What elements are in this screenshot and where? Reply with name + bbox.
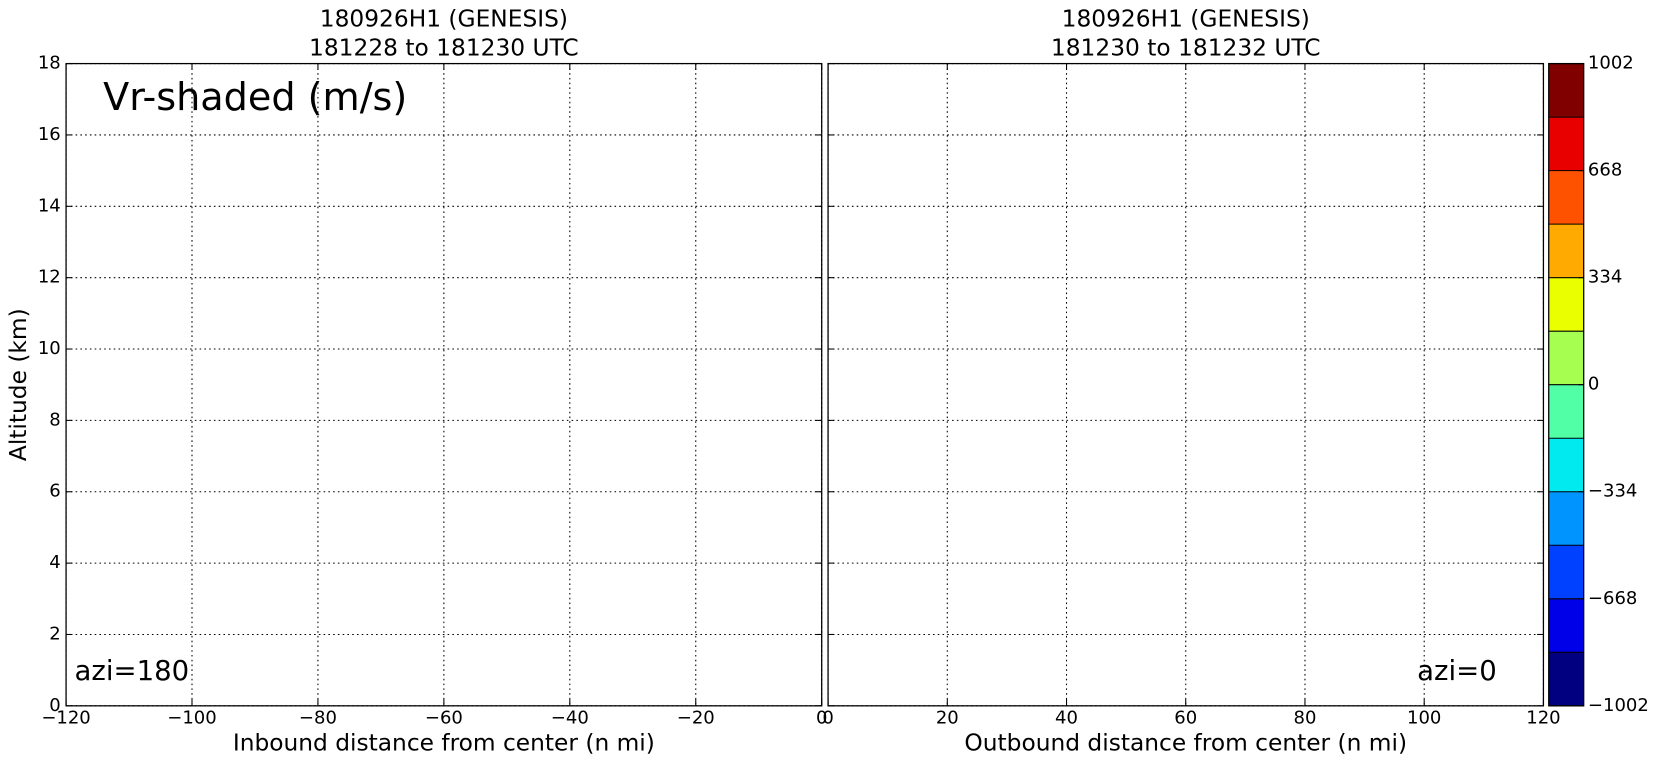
colorbar-tick-label: −1002 bbox=[1588, 695, 1649, 716]
x-tick-label: −120 bbox=[41, 708, 90, 729]
plot-frame bbox=[827, 62, 1545, 707]
chart-subtitle: 181228 to 181230 UTC bbox=[309, 34, 579, 61]
annotation: azi=180 bbox=[75, 655, 190, 687]
plot-frame bbox=[65, 62, 823, 707]
x-tick-label: −60 bbox=[425, 708, 463, 729]
colorbar-patch bbox=[1548, 224, 1584, 278]
x-axis-label: Outbound distance from center (n mi) bbox=[964, 729, 1407, 756]
colorbar-patch bbox=[1548, 170, 1584, 225]
annotation: azi=0 bbox=[1417, 655, 1497, 687]
x-tick-label: 0 bbox=[816, 708, 827, 729]
x-axis-label: Inbound distance from center (n mi) bbox=[233, 729, 655, 756]
x-tick-label: 60 bbox=[1174, 708, 1197, 729]
x-tick-label: 0 bbox=[822, 708, 833, 729]
x-tick-label: −40 bbox=[551, 708, 589, 729]
colorbar-patch bbox=[1548, 384, 1584, 439]
colorbar-patch bbox=[1548, 598, 1584, 653]
colorbar-patch bbox=[1548, 438, 1584, 492]
x-tick-label: 80 bbox=[1294, 708, 1317, 729]
y-tick-label: 4 bbox=[49, 552, 60, 573]
x-tick-label: −100 bbox=[167, 708, 216, 729]
x-tick-label: 120 bbox=[1526, 708, 1560, 729]
annotation: Vr-shaded (m/s) bbox=[103, 75, 407, 119]
colorbar-tick-label: −668 bbox=[1588, 588, 1637, 609]
colorbar-patch bbox=[1548, 491, 1584, 546]
colorbar-tick-label: −334 bbox=[1588, 481, 1637, 502]
y-tick-label: 6 bbox=[49, 481, 60, 502]
colorbar-patch bbox=[1548, 63, 1584, 118]
y-tick-label: 8 bbox=[49, 409, 60, 430]
x-tick-label: 20 bbox=[936, 708, 959, 729]
colorbar-patch bbox=[1548, 277, 1584, 332]
chart-title: 180926H1 (GENESIS) bbox=[320, 6, 568, 33]
x-tick-label: 100 bbox=[1407, 708, 1441, 729]
colorbar-patch bbox=[1548, 545, 1584, 599]
colorbar-tick-label: 334 bbox=[1588, 267, 1622, 288]
x-tick-label: 40 bbox=[1055, 708, 1078, 729]
chart-subtitle: 181230 to 181232 UTC bbox=[1051, 34, 1321, 61]
y-tick-label: 16 bbox=[38, 124, 61, 145]
colorbar-tick-label: 668 bbox=[1588, 160, 1622, 181]
y-tick-label: 18 bbox=[38, 53, 61, 74]
y-tick-label: 10 bbox=[38, 338, 61, 359]
colorbar-patch bbox=[1548, 331, 1584, 385]
y-tick-label: 12 bbox=[38, 267, 61, 288]
colorbar-tick-label: 0 bbox=[1588, 374, 1599, 395]
colorbar-patch bbox=[1548, 652, 1584, 706]
colorbar-tick-label: 1002 bbox=[1588, 53, 1634, 74]
y-tick-label: 0 bbox=[49, 695, 60, 716]
y-tick-label: 14 bbox=[38, 195, 61, 216]
y-tick-label: 2 bbox=[49, 623, 60, 644]
x-tick-label: −80 bbox=[299, 708, 337, 729]
colorbar-patch bbox=[1548, 117, 1584, 171]
y-axis-label: Altitude (km) bbox=[5, 308, 32, 461]
x-tick-label: −20 bbox=[677, 708, 715, 729]
chart-title: 180926H1 (GENESIS) bbox=[1062, 6, 1310, 33]
